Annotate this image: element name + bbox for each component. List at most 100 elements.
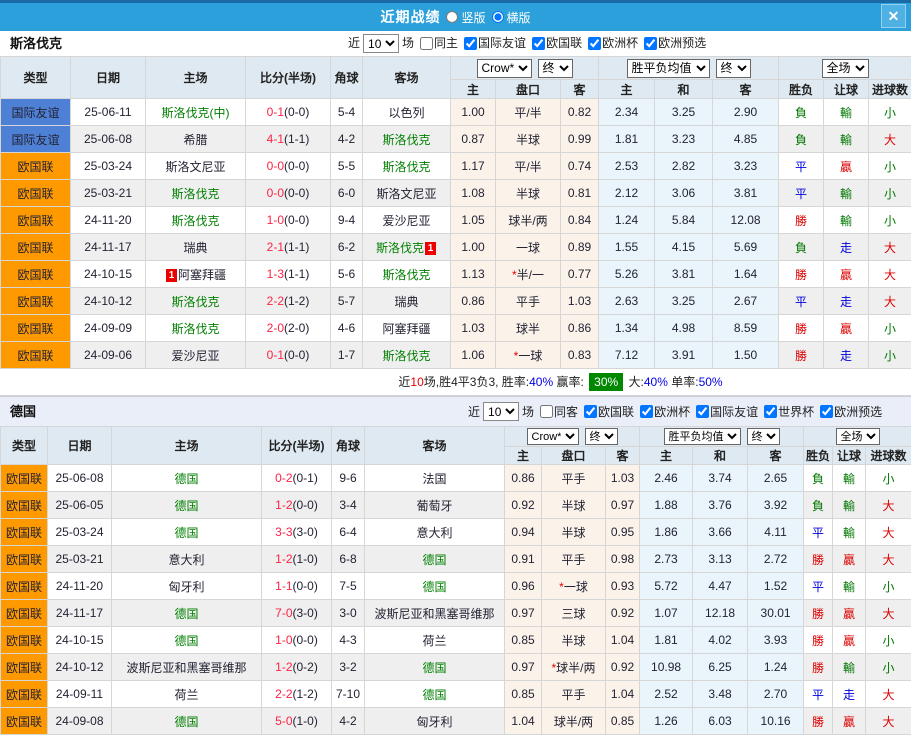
same-venue-checkbox-label[interactable]: 同客 bbox=[534, 397, 578, 427]
avg-stage-select[interactable]: 终 bbox=[715, 58, 751, 78]
avg-stage-select[interactable]: 终 bbox=[746, 428, 780, 445]
odds-stage-select[interactable]: 终 bbox=[537, 58, 573, 78]
radio-horizontal-input[interactable] bbox=[491, 11, 504, 23]
team-label: 斯洛伐克(中) bbox=[161, 105, 230, 120]
league-checkbox[interactable] bbox=[588, 37, 602, 50]
handicap-result-value: 贏 bbox=[843, 714, 856, 729]
league-checkbox[interactable] bbox=[532, 37, 546, 50]
full-score: 0-1 bbox=[266, 348, 284, 362]
bookmaker-select[interactable]: Crow* bbox=[526, 428, 579, 445]
team-label: 阿塞拜疆 bbox=[382, 321, 431, 336]
summary-segment: 单率: bbox=[667, 375, 699, 389]
league-checkbox-label[interactable]: 欧洲预选 bbox=[638, 31, 706, 56]
goals-total: 小 bbox=[865, 464, 911, 492]
recent-count-select[interactable]: 10 bbox=[483, 402, 520, 421]
league-checkbox-label[interactable]: 欧洲预选 bbox=[814, 397, 882, 427]
match-type-badge: 欧国联 bbox=[0, 599, 48, 627]
league-checkbox[interactable] bbox=[584, 405, 598, 418]
league-checkbox-label[interactable]: 世界杯 bbox=[758, 397, 814, 427]
league-checkbox-label[interactable]: 国际友谊 bbox=[458, 31, 526, 56]
avg-draw: 3.25 bbox=[654, 98, 714, 126]
handicap: 球半 bbox=[495, 314, 561, 342]
avg-away: 1.24 bbox=[747, 653, 805, 681]
league-checkbox-label[interactable]: 欧国联 bbox=[578, 397, 634, 427]
handicap: 平/半 bbox=[495, 98, 561, 126]
close-button[interactable]: ✕ bbox=[881, 4, 906, 28]
away-team: 爱沙尼亚 bbox=[362, 206, 451, 234]
odds-away: 0.84 bbox=[559, 206, 600, 234]
odds-away: 1.03 bbox=[604, 464, 641, 492]
same-venue-checkbox[interactable] bbox=[540, 405, 554, 418]
half-score: (1-1) bbox=[284, 267, 310, 281]
away-team: 斯洛伐克 bbox=[362, 341, 451, 369]
league-checkbox[interactable] bbox=[764, 405, 778, 418]
avg-home: 1.88 bbox=[639, 491, 694, 519]
result-value: 勝 bbox=[795, 348, 808, 363]
header-result: 胜负 bbox=[803, 446, 834, 465]
league-checkbox[interactable] bbox=[696, 405, 710, 418]
team-label: 斯洛文尼亚 bbox=[376, 186, 437, 201]
avg-draw: 4.02 bbox=[692, 626, 749, 654]
odds-stage-select[interactable]: 终 bbox=[584, 428, 618, 445]
handicap-text: 半球 bbox=[561, 498, 586, 513]
window-title: 近期战绩 bbox=[380, 9, 441, 25]
odds-away: 1.04 bbox=[604, 680, 641, 708]
header-odds-away: 客 bbox=[559, 79, 600, 99]
odds-home: 1.03 bbox=[450, 314, 496, 342]
handicap-result-value: 輸 bbox=[843, 660, 856, 675]
handicap: 一球 bbox=[495, 233, 561, 261]
table-row: 欧国联 24-10-15 德国 1-0(0-0) 4-3 荷兰 0.85 半球 1.04 1.81… bbox=[0, 626, 911, 654]
league-checkbox[interactable] bbox=[464, 37, 478, 50]
full-score: 2-0 bbox=[266, 321, 284, 335]
league-text: 欧洲预选 bbox=[658, 36, 707, 50]
half-score: (3-0) bbox=[292, 525, 318, 539]
handicap: 球半/两 bbox=[541, 707, 606, 735]
matches-table: 类型 日期 主场 比分(半场) 角球 客场 Crow* 终胜平负均值终全场主盘口客主和客胜负让… bbox=[0, 56, 911, 369]
handicap-text: 平/半 bbox=[514, 105, 542, 120]
corner-score: 6-8 bbox=[331, 545, 365, 573]
match-type-badge: 欧国联 bbox=[0, 626, 48, 654]
header-avg-away: 客 bbox=[747, 446, 805, 465]
radio-horizontal-layout[interactable]: 横版 bbox=[491, 9, 531, 26]
header-avg-draw: 和 bbox=[654, 79, 714, 99]
avg-type-select[interactable]: 胜平负均值 bbox=[663, 428, 741, 445]
league-checkbox-label[interactable]: 欧洲杯 bbox=[634, 397, 690, 427]
match-type-badge: 欧国联 bbox=[0, 653, 48, 681]
full-score: 1-2 bbox=[275, 552, 293, 566]
avg-draw: 12.18 bbox=[692, 599, 749, 627]
handicap-text: 一球 bbox=[515, 240, 540, 255]
avg-away: 30.01 bbox=[747, 599, 805, 627]
league-checkbox-label[interactable]: 欧洲杯 bbox=[582, 31, 638, 56]
goals-total: 大 bbox=[868, 287, 911, 315]
handicap: *一球 bbox=[541, 572, 606, 600]
handicap-text: 三球 bbox=[561, 606, 586, 621]
avg-home: 5.72 bbox=[639, 572, 694, 600]
home-team: 德国 bbox=[111, 707, 262, 735]
same-venue-checkbox-label[interactable]: 同主 bbox=[414, 31, 458, 56]
goals-total: 小 bbox=[868, 341, 911, 369]
odds-home: 0.86 bbox=[450, 287, 496, 315]
league-checkbox-label[interactable]: 国际友谊 bbox=[690, 397, 758, 427]
league-checkbox[interactable] bbox=[640, 405, 654, 418]
league-checkbox-label[interactable]: 欧国联 bbox=[526, 31, 582, 56]
avg-home: 1.07 bbox=[639, 599, 694, 627]
handicap-result: 輸 bbox=[832, 491, 867, 519]
avg-type-select[interactable]: 胜平负均值 bbox=[626, 58, 710, 78]
same-venue-checkbox[interactable] bbox=[420, 37, 434, 50]
match-scope-select[interactable]: 全场 bbox=[835, 428, 880, 445]
match-scope-select[interactable]: 全场 bbox=[821, 58, 869, 78]
header-handicap: 盘口 bbox=[541, 446, 606, 465]
home-team: 1 阿塞拜疆 bbox=[145, 260, 246, 288]
team-label: 爱沙尼亚 bbox=[171, 348, 220, 363]
handicap-result-value: 輸 bbox=[843, 471, 856, 486]
half-score: (0-2) bbox=[292, 660, 318, 674]
radio-vertical-input[interactable] bbox=[446, 11, 459, 23]
bookmaker-select[interactable]: Crow* bbox=[476, 58, 532, 78]
league-checkbox[interactable] bbox=[644, 37, 658, 50]
match-date: 24-10-15 bbox=[47, 626, 112, 654]
league-checkbox[interactable] bbox=[820, 405, 834, 418]
radio-vertical-layout[interactable]: 竖版 bbox=[446, 9, 486, 26]
avg-draw: 3.81 bbox=[654, 260, 714, 288]
result-value: 勝 bbox=[795, 213, 808, 228]
recent-count-select[interactable]: 10 bbox=[363, 34, 400, 53]
